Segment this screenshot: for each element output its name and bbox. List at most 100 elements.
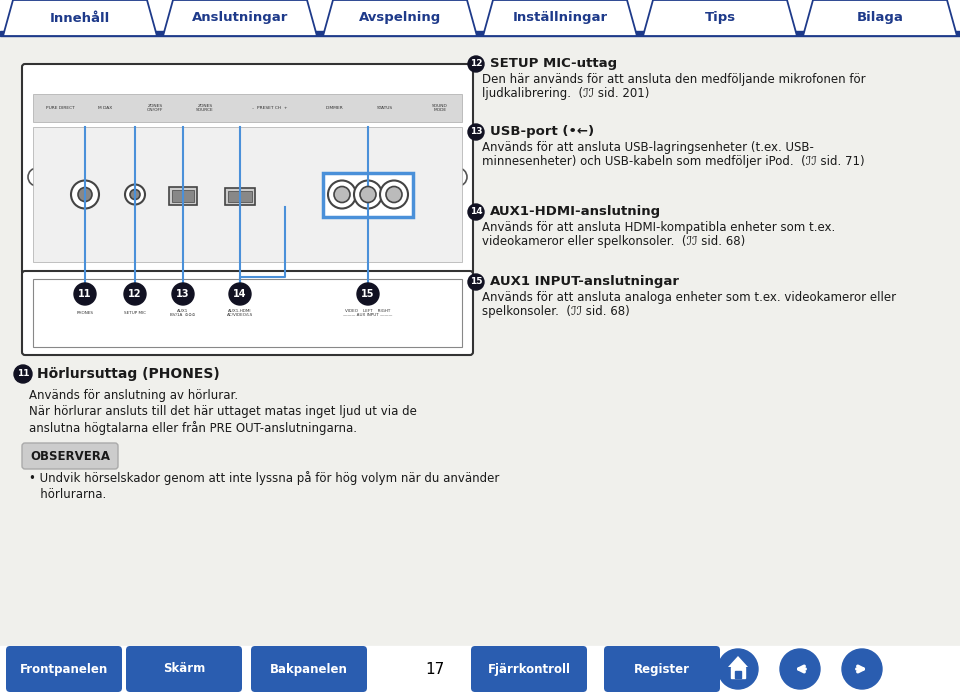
Circle shape — [14, 365, 32, 383]
Text: AUX1
BV/1A  ⊙⊙⊙: AUX1 BV/1A ⊙⊙⊙ — [170, 309, 196, 318]
Text: När hörlurar ansluts till det här uttaget matas inget ljud ut via de: När hörlurar ansluts till det här uttage… — [29, 406, 417, 419]
Text: ZONES
SOURCE: ZONES SOURCE — [196, 104, 214, 112]
Text: 14: 14 — [469, 208, 482, 217]
Polygon shape — [163, 0, 317, 36]
Bar — [731, 667, 745, 678]
Text: Anslutningar: Anslutningar — [192, 12, 288, 24]
Circle shape — [28, 168, 46, 186]
Text: AUX1 INPUT-anslutningar: AUX1 INPUT-anslutningar — [490, 275, 679, 289]
Circle shape — [360, 187, 376, 203]
Text: PURE DIRECT: PURE DIRECT — [46, 106, 74, 110]
Polygon shape — [323, 0, 477, 36]
Polygon shape — [643, 0, 797, 36]
Circle shape — [780, 649, 820, 689]
Bar — [172, 190, 194, 201]
Bar — [0, 0, 960, 35]
Text: Fjärrkontroll: Fjärrkontroll — [488, 662, 570, 675]
Circle shape — [468, 56, 484, 72]
Bar — [33, 127, 462, 262]
Circle shape — [74, 283, 96, 305]
Circle shape — [328, 181, 356, 208]
Polygon shape — [728, 656, 748, 667]
Bar — [169, 187, 197, 205]
Text: Den här används för att ansluta den medföljande mikrofonen för: Den här används för att ansluta den medf… — [482, 73, 866, 86]
Text: 15: 15 — [361, 289, 374, 299]
Text: Bilaga: Bilaga — [856, 12, 903, 24]
FancyBboxPatch shape — [22, 271, 473, 355]
FancyBboxPatch shape — [126, 646, 242, 692]
Text: 12: 12 — [469, 60, 482, 69]
Text: ljudkalibrering.  (ℐℐ sid. 201): ljudkalibrering. (ℐℐ sid. 201) — [482, 87, 649, 100]
Text: Används för att ansluta HDMI-kompatibla enheter som t.ex.: Används för att ansluta HDMI-kompatibla … — [482, 221, 835, 235]
Text: 12: 12 — [129, 289, 142, 299]
Circle shape — [468, 274, 484, 290]
Circle shape — [124, 283, 146, 305]
Text: Används för att ansluta USB-lagringsenheter (t.ex. USB-: Används för att ansluta USB-lagringsenhe… — [482, 141, 814, 154]
Text: 14: 14 — [233, 289, 247, 299]
FancyBboxPatch shape — [22, 443, 118, 469]
Circle shape — [718, 649, 758, 689]
Text: Används för anslutning av hörlurar.: Används för anslutning av hörlurar. — [29, 390, 238, 403]
Circle shape — [130, 190, 140, 199]
FancyBboxPatch shape — [22, 64, 473, 275]
Polygon shape — [803, 0, 957, 36]
Text: OBSERVERA: OBSERVERA — [30, 450, 110, 462]
Bar — [0, 646, 960, 692]
Bar — [735, 671, 741, 678]
Text: Tips: Tips — [705, 12, 735, 24]
Circle shape — [354, 181, 382, 208]
Text: DIMMER: DIMMER — [326, 106, 344, 110]
Text: • Undvik hörselskador genom att inte lyssna på för hög volym när du använder: • Undvik hörselskador genom att inte lys… — [29, 471, 499, 485]
Text: Inställningar: Inställningar — [513, 12, 608, 24]
Circle shape — [78, 188, 92, 201]
Polygon shape — [483, 0, 637, 36]
Text: Register: Register — [634, 662, 690, 675]
Bar — [323, 172, 413, 217]
Bar — [33, 94, 462, 122]
FancyBboxPatch shape — [604, 646, 720, 692]
FancyBboxPatch shape — [6, 646, 122, 692]
Text: spelkonsoler.  (ℐℐ sid. 68): spelkonsoler. (ℐℐ sid. 68) — [482, 305, 630, 318]
Bar — [225, 188, 255, 205]
Text: USB-port (•←): USB-port (•←) — [490, 125, 594, 138]
Text: M DAX: M DAX — [98, 106, 112, 110]
Circle shape — [449, 168, 467, 186]
Text: Frontpanelen: Frontpanelen — [20, 662, 108, 675]
Text: PHONES: PHONES — [77, 311, 93, 315]
Text: –  PRESET CH  +: – PRESET CH + — [252, 106, 288, 110]
Bar — [0, 31, 960, 36]
Text: videokameror eller spelkonsoler.  (ℐℐ sid. 68): videokameror eller spelkonsoler. (ℐℐ sid… — [482, 235, 745, 248]
Text: anslutna högtalarna eller från PRE OUT-anslutningarna.: anslutna högtalarna eller från PRE OUT-a… — [29, 421, 357, 435]
Text: 11: 11 — [79, 289, 92, 299]
Circle shape — [468, 124, 484, 140]
Text: 15: 15 — [469, 277, 482, 286]
Text: SETUP MIC-uttag: SETUP MIC-uttag — [490, 57, 617, 71]
Text: minnesenheter) och USB-kabeln som medföljer iPod.  (ℐℐ sid. 71): minnesenheter) och USB-kabeln som medföl… — [482, 156, 865, 168]
Polygon shape — [3, 0, 157, 36]
Circle shape — [334, 187, 350, 203]
Text: SETUP MIC: SETUP MIC — [124, 311, 146, 315]
Circle shape — [468, 204, 484, 220]
Text: 13: 13 — [469, 127, 482, 136]
Text: 13: 13 — [177, 289, 190, 299]
Text: AUX1-HDMI-anslutning: AUX1-HDMI-anslutning — [490, 206, 661, 219]
Bar — [228, 190, 252, 201]
Circle shape — [357, 283, 379, 305]
Circle shape — [380, 181, 408, 208]
FancyBboxPatch shape — [471, 646, 587, 692]
Text: ZONES
ON/OFF: ZONES ON/OFF — [147, 104, 163, 112]
Text: hörlurarna.: hörlurarna. — [29, 487, 107, 500]
Text: Hörlursuttag (PHONES): Hörlursuttag (PHONES) — [37, 367, 220, 381]
Text: Avspelning: Avspelning — [359, 12, 442, 24]
Text: Används för att ansluta analoga enheter som t.ex. videokameror eller: Används för att ansluta analoga enheter … — [482, 291, 896, 304]
FancyBboxPatch shape — [251, 646, 367, 692]
Circle shape — [125, 185, 145, 205]
Circle shape — [71, 181, 99, 208]
Circle shape — [386, 187, 402, 203]
Text: STATUS: STATUS — [377, 106, 393, 110]
Text: SOUND
MODE: SOUND MODE — [432, 104, 448, 112]
Bar — [33, 279, 462, 347]
Circle shape — [172, 283, 194, 305]
Text: AUX1-HDMI
AC/VIDEO/LS: AUX1-HDMI AC/VIDEO/LS — [227, 309, 253, 318]
Text: 17: 17 — [425, 662, 444, 677]
